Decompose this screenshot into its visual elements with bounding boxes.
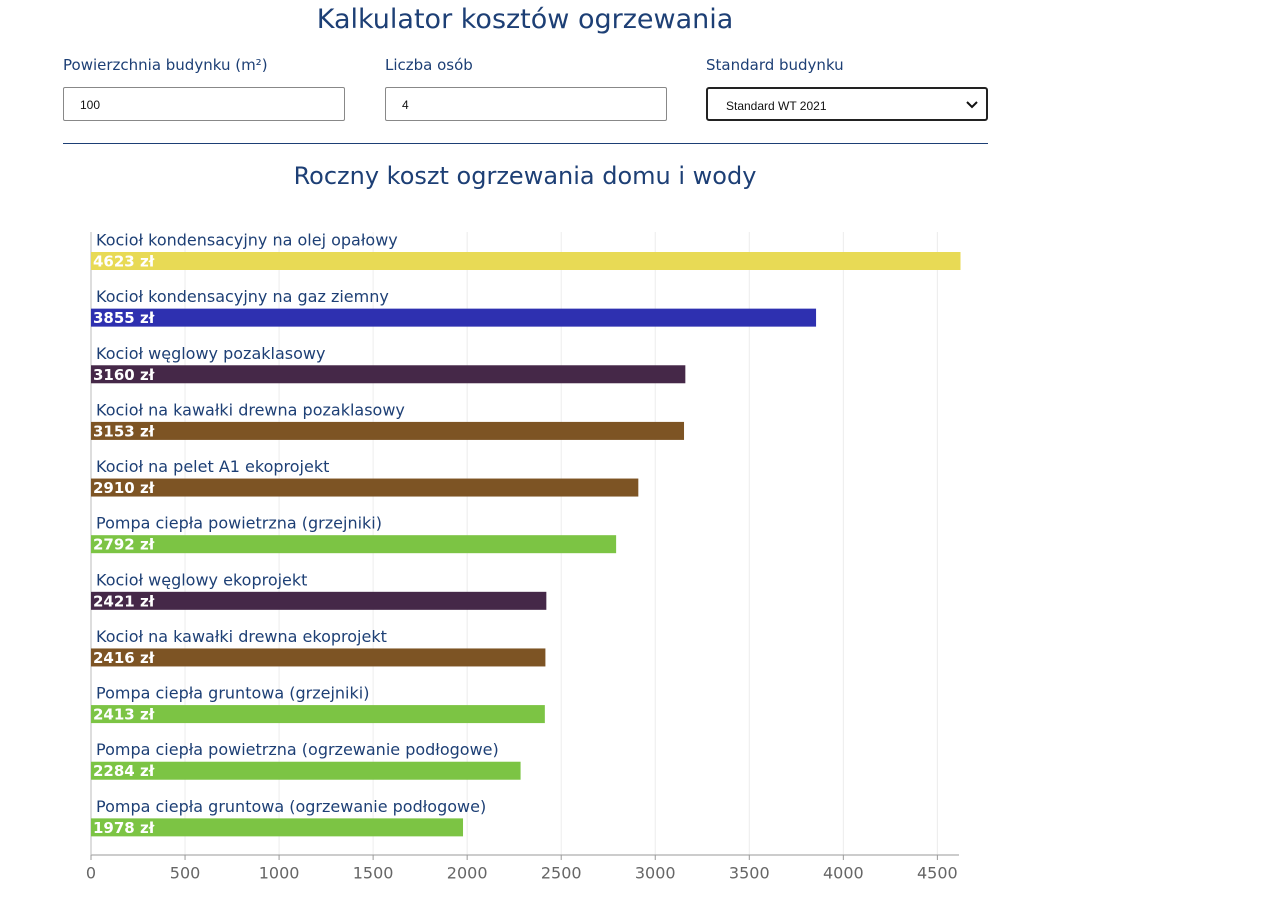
bar (91, 252, 961, 270)
category-label: Pompa ciepła powietrzna (ogrzewanie podł… (96, 740, 499, 759)
value-label: 1978 zł (93, 819, 155, 837)
value-label: 4623 zł (93, 253, 155, 271)
category-label: Pompa ciepła gruntowa (grzejniki) (96, 684, 369, 703)
x-tick-label: 4000 (823, 864, 864, 883)
value-label: 3855 zł (93, 309, 155, 327)
category-label: Kocioł kondensacyjny na gaz ziemny (96, 287, 389, 306)
bar (91, 308, 817, 327)
x-tick-label: 2500 (541, 864, 582, 883)
x-tick-label: 500 (170, 864, 201, 883)
bar (91, 535, 617, 554)
value-label: 2421 zł (93, 592, 155, 610)
x-tick-label: 4500 (917, 864, 958, 883)
x-tick-label: 3000 (635, 864, 676, 883)
x-tick-label: 2000 (447, 864, 488, 883)
field-label: Standard budynku (706, 56, 844, 74)
page-title: Kalkulator kosztów ogrzewania (316, 4, 734, 35)
category-label: Kocioł węglowy pozaklasowy (96, 344, 325, 363)
x-tick-label: 3500 (729, 864, 770, 883)
select-value: Standard WT 2021 (726, 99, 827, 113)
bar (91, 648, 546, 667)
x-tick-label: 1500 (353, 864, 394, 883)
bar (91, 421, 685, 440)
area-input[interactable]: 100 (63, 87, 345, 121)
value-label: 2910 zł (93, 479, 155, 497)
value-label: 3160 zł (93, 366, 155, 384)
value-label: 2792 zł (93, 536, 155, 554)
persons-input[interactable]: 4 (385, 87, 667, 121)
bar (91, 705, 545, 724)
x-tick-label: 1000 (259, 864, 300, 883)
x-tick-label: 0 (86, 864, 96, 883)
field-label: Powierzchnia budynku (m²) (63, 56, 268, 74)
bar (91, 591, 547, 610)
bar (91, 478, 639, 497)
bar (91, 761, 521, 780)
chevron-icon (966, 101, 978, 109)
value-label: 3153 zł (93, 422, 155, 440)
value-label: 2413 zł (93, 706, 155, 724)
category-label: Kocioł kondensacyjny na olej opałowy (96, 231, 398, 250)
standard-select[interactable]: Standard WT 2021 (706, 87, 988, 121)
category-label: Kocioł na kawałki drewna ekoprojekt (96, 627, 387, 646)
category-label: Kocioł na kawałki drewna pozaklasowy (96, 400, 405, 419)
category-label: Pompa ciepła gruntowa (ogrzewanie podłog… (96, 797, 486, 816)
bar (91, 365, 686, 384)
category-label: Pompa ciepła powietrzna (grzejniki) (96, 514, 382, 533)
bar (91, 818, 464, 837)
divider (63, 143, 988, 144)
category-label: Kocioł węglowy ekoprojekt (96, 570, 307, 589)
value-label: 2284 zł (93, 762, 155, 780)
chart-title: Roczny koszt ogrzewania domu i wody (294, 162, 757, 190)
value-label: 2416 zł (93, 649, 155, 667)
field-label: Liczba osób (385, 56, 473, 74)
category-label: Kocioł na pelet A1 ekoprojekt (96, 457, 329, 476)
